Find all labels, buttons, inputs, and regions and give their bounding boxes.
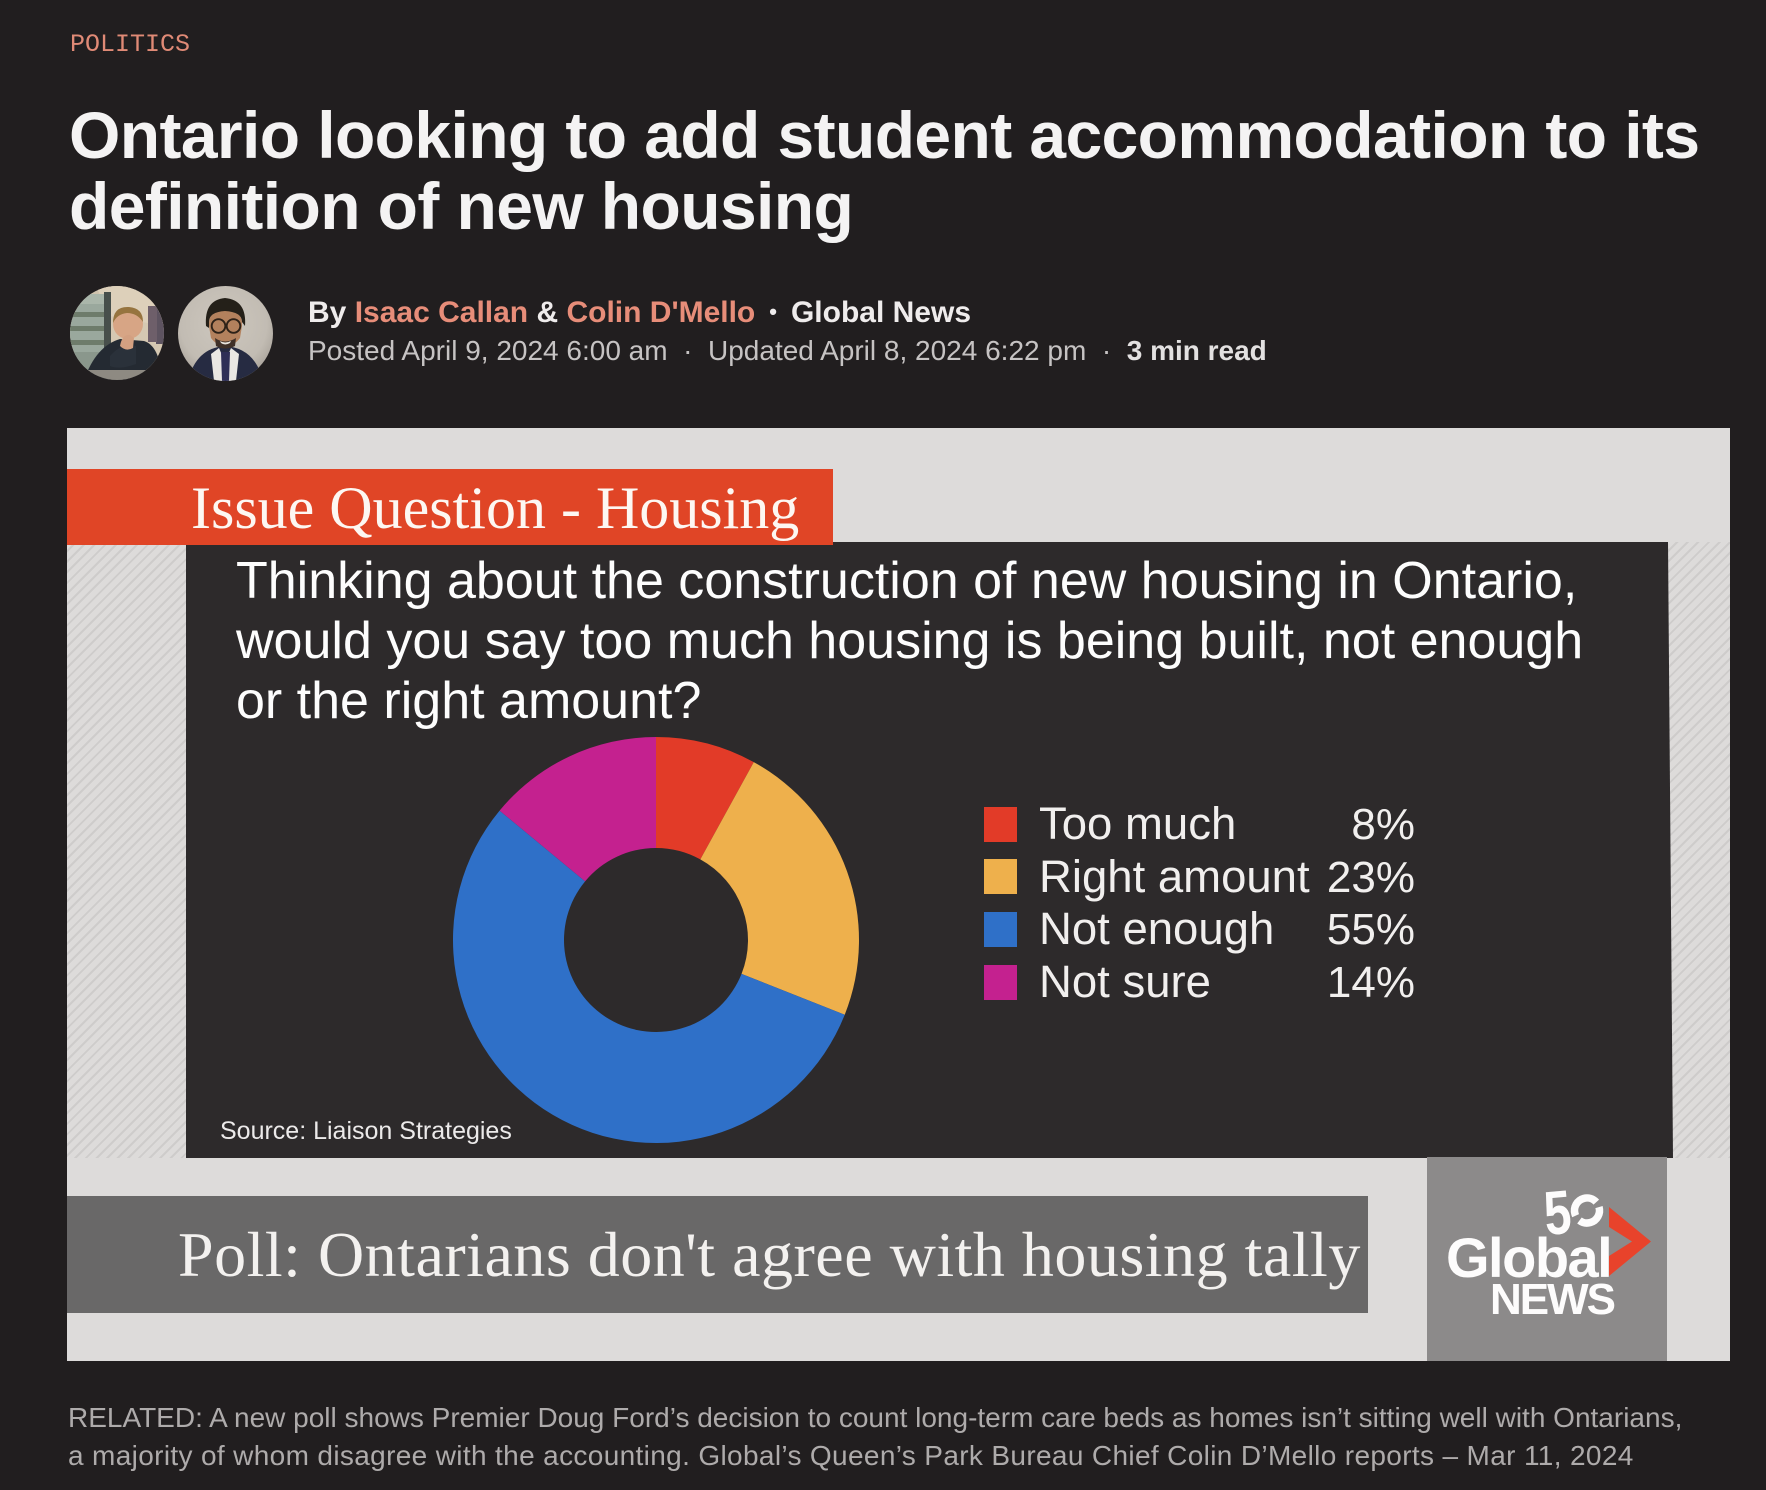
svg-text:Global: Global bbox=[1446, 1226, 1611, 1289]
svg-text:NEWS: NEWS bbox=[1490, 1275, 1615, 1324]
svg-text:5: 5 bbox=[1541, 1177, 1574, 1248]
